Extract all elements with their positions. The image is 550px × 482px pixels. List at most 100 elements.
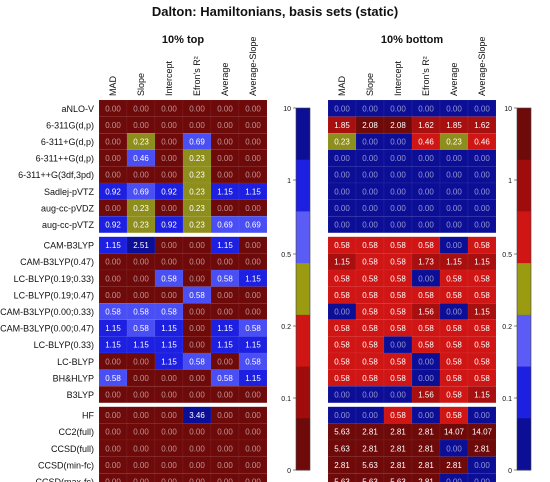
colorbar-segment (296, 211, 310, 264)
cell-label: 0.58 (390, 357, 406, 366)
cell-label: 0.00 (390, 138, 406, 147)
cell-label: 0.00 (189, 104, 205, 113)
row-label: CCSD(max-fc) (36, 477, 95, 482)
cell-label: 0.00 (189, 121, 205, 130)
cell-label: 14.07 (444, 428, 465, 437)
cell-label: 0.00 (161, 444, 177, 453)
cell-label: 0.69 (217, 221, 233, 230)
cell-label: 0.00 (161, 241, 177, 250)
cell-label: 0.00 (446, 241, 462, 250)
row-label: 6-311++G(3df,3pd) (18, 170, 94, 180)
cell-label: 2.08 (390, 121, 406, 130)
cell-label: 0.58 (334, 374, 350, 383)
cell-label: 0.00 (161, 461, 177, 470)
cell-label: 0.00 (161, 291, 177, 300)
row-label: LC-BLYP(0.19;0.33) (14, 274, 94, 284)
cell-label: 1.15 (217, 324, 233, 333)
cell-label: 0.58 (362, 308, 378, 317)
cell-label: 0.58 (362, 341, 378, 350)
cell-label: 0.58 (418, 241, 434, 250)
cell-label: 0.00 (362, 104, 378, 113)
cell-label: 0.46 (474, 138, 490, 147)
colorbar-tick-label: 0.1 (502, 396, 512, 403)
cell-label: 0.00 (161, 411, 177, 420)
cell-label: 0.23 (133, 221, 149, 230)
cell-label: 0.00 (362, 204, 378, 213)
cell-label: 0.00 (217, 291, 233, 300)
column-header: Intercept (393, 60, 403, 96)
column-header: Slope (136, 73, 146, 96)
cell-label: 0.00 (418, 374, 434, 383)
cell-label: 0.00 (334, 104, 350, 113)
cell-label: 0.00 (105, 204, 121, 213)
cell-label: 0.23 (334, 138, 350, 147)
cell-label: 0.69 (133, 187, 149, 196)
cell-label: 1.15 (334, 258, 350, 267)
cell-label: 0.58 (390, 308, 406, 317)
cell-label: 0.00 (446, 187, 462, 196)
row-label: LC-BLYP (57, 357, 94, 367)
cell-label: 0.00 (245, 428, 261, 437)
cell-label: 1.15 (133, 341, 149, 350)
column-header: Intercept (164, 60, 174, 96)
cell-label: 1.15 (105, 241, 121, 250)
colorbar-frame (295, 107, 311, 471)
cell-label: 0.58 (474, 341, 490, 350)
cell-label: 0.58 (446, 291, 462, 300)
cell-label: 5.63 (334, 478, 350, 482)
cell-label: 1.15 (161, 357, 177, 366)
cell-label: 0.92 (105, 187, 121, 196)
cell-label: 0.00 (418, 411, 434, 420)
cell-label: 0.00 (133, 478, 149, 482)
panel-title: 10% top (162, 34, 204, 46)
cell-label: 0.00 (245, 461, 261, 470)
cell-label: 0.00 (217, 204, 233, 213)
cell-label: 0.00 (217, 154, 233, 163)
cell-label: 0.00 (446, 221, 462, 230)
cell-label: 0.00 (189, 374, 205, 383)
cell-label: 0.23 (133, 204, 149, 213)
cell-label: 0.58 (390, 258, 406, 267)
cell-label: 1.15 (105, 324, 121, 333)
cell-label: 0.58 (418, 324, 434, 333)
cell-label: 3.46 (189, 411, 205, 420)
cell-label: 0.00 (245, 171, 261, 180)
cell-label: 0.00 (133, 357, 149, 366)
cell-label: 0.00 (474, 461, 490, 470)
cell-label: 0.00 (105, 357, 121, 366)
cell-label: 0.00 (105, 428, 121, 437)
cell-label: 0.00 (245, 308, 261, 317)
cell-label: 0.00 (105, 291, 121, 300)
colorbar-tick-label: 0.5 (502, 252, 512, 259)
cell-label: 0.58 (245, 324, 261, 333)
cell-label: 2.81 (418, 478, 434, 482)
cell-label: 1.15 (245, 274, 261, 283)
cell-label: 0.58 (390, 374, 406, 383)
cell-label: 0.58 (105, 374, 121, 383)
cell-label: 0.58 (217, 274, 233, 283)
cell-label: 0.00 (189, 461, 205, 470)
cell-label: 0.00 (133, 444, 149, 453)
row-label: LC-BLYP(0.19;0.47) (14, 290, 94, 300)
cell-label: 0.00 (217, 171, 233, 180)
cell-label: 1.15 (217, 341, 233, 350)
colorbar-tick-label: 0.2 (502, 324, 512, 331)
column-header: Efron's R² (421, 56, 431, 96)
cell-label: 0.00 (217, 104, 233, 113)
cell-label: 0.00 (474, 411, 490, 420)
cell-label: 1.15 (245, 374, 261, 383)
cell-label: 0.23 (189, 154, 205, 163)
cell-label: 0.00 (446, 204, 462, 213)
cell-label: 5.63 (362, 478, 378, 482)
row-label: B3LYP (67, 390, 94, 400)
cell-label: 0.58 (474, 241, 490, 250)
cell-label: 1.15 (446, 258, 462, 267)
cell-label: 2.81 (362, 428, 378, 437)
cell-label: 0.00 (133, 411, 149, 420)
cell-label: 0.23 (189, 204, 205, 213)
cell-label: 0.58 (133, 324, 149, 333)
cell-label: 0.00 (161, 391, 177, 400)
cell-label: 0.00 (245, 391, 261, 400)
cell-label: 0.00 (418, 154, 434, 163)
row-label: BH&HLYP (53, 373, 94, 383)
